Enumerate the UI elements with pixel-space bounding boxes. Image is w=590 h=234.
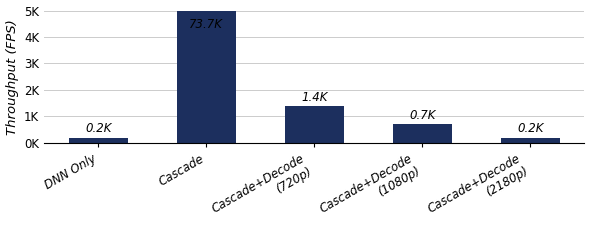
Bar (284, 106, 344, 143)
Y-axis label: Throughput (FPS): Throughput (FPS) (5, 19, 18, 135)
Bar (500, 138, 560, 143)
Text: 1.4K: 1.4K (301, 91, 327, 104)
Bar (176, 11, 236, 143)
Bar (68, 138, 128, 143)
Bar (392, 124, 452, 143)
Text: 0.7K: 0.7K (409, 109, 435, 122)
Text: 0.2K: 0.2K (517, 122, 543, 135)
Text: 73.7K: 73.7K (189, 18, 223, 32)
Text: 0.2K: 0.2K (85, 122, 112, 135)
